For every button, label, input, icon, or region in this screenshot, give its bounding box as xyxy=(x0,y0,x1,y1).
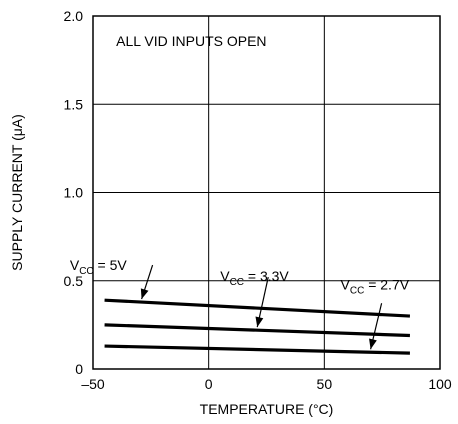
y-tick-label: 0 xyxy=(75,361,83,377)
arrow-head xyxy=(255,316,264,328)
x-tick-label: 0 xyxy=(205,376,213,392)
series-label-vcc-5v: VCC = 5V xyxy=(70,257,128,277)
series-label-rest: = 2.7V xyxy=(364,277,409,293)
series-label-main: V xyxy=(341,277,351,293)
series-label-main: V xyxy=(220,268,230,284)
series-label-subscript: CC xyxy=(230,277,244,288)
series-label-subscript: CC xyxy=(79,266,93,277)
series-line xyxy=(104,298,411,318)
y-tick-label: 1.0 xyxy=(64,185,84,201)
series-curves xyxy=(104,298,411,355)
y-tick-label: 2.0 xyxy=(64,8,84,24)
y-tick-label: 0.5 xyxy=(64,273,84,289)
series-label-vcc-3v3: VCC = 3.3V xyxy=(220,268,289,288)
series-label-subscript: CC xyxy=(350,286,364,297)
series-arrows xyxy=(140,264,383,350)
series-line xyxy=(104,323,410,338)
series-label-rest: = 5V xyxy=(94,257,128,273)
plot-frame xyxy=(92,15,441,370)
series-label-vcc-2v7: VCC = 2.7V xyxy=(341,277,410,297)
x-tick-label: –50 xyxy=(81,376,105,392)
y-tick-label: 1.5 xyxy=(64,96,84,112)
arrow-head xyxy=(369,338,377,350)
condition-annotation: ALL VID INPUTS OPEN xyxy=(116,33,266,49)
x-tick-label: 100 xyxy=(428,376,452,392)
arrow-head xyxy=(140,288,149,300)
series-label-main: V xyxy=(70,257,80,273)
y-axis-title: SUPPLY CURRENT (μA) xyxy=(9,114,25,271)
series-label-rest: = 3.3V xyxy=(244,268,289,284)
x-axis-title: TEMPERATURE (°C) xyxy=(200,401,334,417)
x-tick-label: 50 xyxy=(317,376,333,392)
series-line xyxy=(104,344,410,355)
